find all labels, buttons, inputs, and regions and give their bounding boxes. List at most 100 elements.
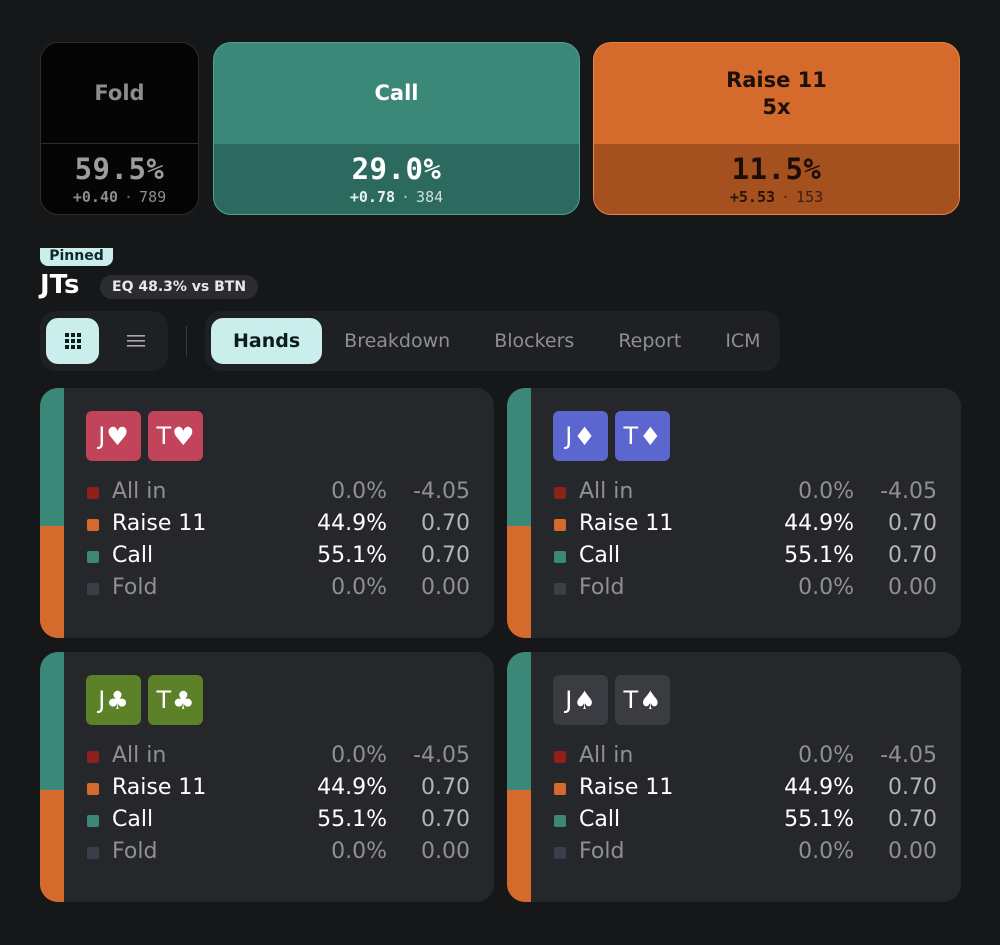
tab-blockers[interactable]: Blockers bbox=[494, 330, 575, 352]
action-row: Fold 0.0% 0.00 bbox=[553, 573, 937, 605]
tab-report[interactable]: Report bbox=[618, 330, 682, 352]
action-row: All in 0.0% -4.05 bbox=[553, 741, 937, 773]
tab-hands[interactable]: Hands bbox=[211, 318, 323, 364]
grid-view-button[interactable] bbox=[46, 318, 99, 364]
spades-suit-icon: ♠ bbox=[573, 685, 596, 715]
action-label: All in bbox=[112, 479, 167, 504]
action-label: Raise 11 bbox=[579, 511, 674, 536]
strip-raise-segment bbox=[507, 526, 531, 638]
action-label: Fold bbox=[579, 839, 625, 864]
action-call-box[interactable]: Call 29.0% +0.78 · 384 bbox=[213, 42, 580, 215]
grid-icon bbox=[64, 333, 81, 349]
action-call-frequency: 29.0% bbox=[351, 152, 442, 186]
action-color-swatch bbox=[87, 487, 99, 499]
playing-card: J ♥ bbox=[86, 411, 141, 461]
strip-call-segment bbox=[40, 388, 64, 526]
action-fold-box[interactable]: Fold 59.5% +0.40 · 789 bbox=[40, 42, 199, 215]
action-rows: All in 0.0% -4.05 Raise 11 44.9% 0.70 Call 55.1… bbox=[553, 741, 937, 869]
action-ev: 0.70 bbox=[421, 543, 470, 568]
action-label: Fold bbox=[112, 575, 158, 600]
card-rank: J bbox=[565, 422, 573, 450]
action-raise-meta: +5.53 · 153 bbox=[729, 188, 824, 206]
playing-card: J ♣ bbox=[86, 675, 141, 725]
action-call-header: Call bbox=[214, 43, 579, 144]
action-color-swatch bbox=[554, 847, 566, 859]
action-ev: -4.05 bbox=[880, 479, 937, 504]
action-raise-ev: +5.53 bbox=[729, 188, 776, 206]
combo-card-spades[interactable]: J ♠ T ♠ All in 0.0% -4.05 Raise 11 44.9% 0.70 Call… bbox=[507, 652, 961, 902]
action-fold-header: Fold bbox=[41, 43, 198, 144]
action-color-swatch bbox=[554, 487, 566, 499]
clubs-suit-icon: ♣ bbox=[106, 685, 129, 715]
action-raise-frequency: 11.5% bbox=[731, 152, 822, 186]
action-row: All in 0.0% -4.05 bbox=[86, 741, 470, 773]
action-row: Raise 11 44.9% 0.70 bbox=[553, 509, 937, 541]
card-rank: T bbox=[623, 422, 639, 450]
diamonds-suit-icon: ♦ bbox=[573, 421, 596, 451]
strategy-strip bbox=[507, 652, 531, 902]
action-raise-label: Raise 11 bbox=[726, 67, 827, 92]
action-frequency: 0.0% bbox=[331, 839, 387, 864]
action-call-ev: +0.78 bbox=[349, 188, 396, 206]
action-ev: 0.70 bbox=[421, 775, 470, 800]
action-rows: All in 0.0% -4.05 Raise 11 44.9% 0.70 Call 55.1… bbox=[553, 477, 937, 605]
action-label: Fold bbox=[112, 839, 158, 864]
action-fold-meta: +0.40 · 789 bbox=[72, 188, 167, 206]
action-frequency: 0.0% bbox=[798, 575, 854, 600]
action-frequency: 55.1% bbox=[317, 807, 387, 832]
hand-title: JTs bbox=[40, 270, 80, 300]
combo-card-clubs[interactable]: J ♣ T ♣ All in 0.0% -4.05 Raise 11 44.9% 0.70 Call… bbox=[40, 652, 494, 902]
action-row: Call 55.1% 0.70 bbox=[86, 541, 470, 573]
action-label: Fold bbox=[579, 575, 625, 600]
action-label: Call bbox=[579, 807, 621, 832]
action-label: Raise 11 bbox=[112, 511, 207, 536]
action-label: Raise 11 bbox=[579, 775, 674, 800]
action-frequency: 0.0% bbox=[798, 743, 854, 768]
playing-card: J ♦ bbox=[553, 411, 608, 461]
playing-card: T ♦ bbox=[615, 411, 670, 461]
action-row: Raise 11 44.9% 0.70 bbox=[553, 773, 937, 805]
action-ev: 0.70 bbox=[421, 807, 470, 832]
action-fold-label: Fold bbox=[94, 80, 145, 105]
playing-card: T ♣ bbox=[148, 675, 203, 725]
action-row: Raise 11 44.9% 0.70 bbox=[86, 773, 470, 805]
strip-raise-segment bbox=[40, 526, 64, 638]
list-view-button[interactable] bbox=[109, 318, 162, 364]
action-frequency: 0.0% bbox=[331, 479, 387, 504]
action-label: Call bbox=[579, 543, 621, 568]
action-color-swatch bbox=[87, 815, 99, 827]
diamonds-suit-icon: ♦ bbox=[639, 421, 662, 451]
action-frequency: 44.9% bbox=[784, 775, 854, 800]
action-label: Call bbox=[112, 807, 154, 832]
action-color-swatch bbox=[554, 551, 566, 563]
action-fold-stats: 59.5% +0.40 · 789 bbox=[41, 144, 198, 214]
action-raise-count: 153 bbox=[796, 188, 824, 206]
action-ev: 0.00 bbox=[421, 839, 470, 864]
strip-call-segment bbox=[40, 652, 64, 790]
combo-card-hearts[interactable]: J ♥ T ♥ All in 0.0% -4.05 Raise 11 44.9% 0.70 Call… bbox=[40, 388, 494, 638]
strip-call-segment bbox=[507, 388, 531, 526]
action-call-meta: +0.78 · 384 bbox=[349, 188, 444, 206]
strip-raise-segment bbox=[40, 790, 64, 902]
action-rows: All in 0.0% -4.05 Raise 11 44.9% 0.70 Call 55.1… bbox=[86, 477, 470, 605]
hearts-suit-icon: ♥ bbox=[172, 421, 195, 451]
card-rank: T bbox=[156, 686, 172, 714]
action-color-swatch bbox=[87, 551, 99, 563]
strip-call-segment bbox=[507, 652, 531, 790]
action-fold-count: 789 bbox=[139, 188, 167, 206]
combo-card-diamonds[interactable]: J ♦ T ♦ All in 0.0% -4.05 Raise 11 44.9% 0.70 Call… bbox=[507, 388, 961, 638]
action-frequency: 55.1% bbox=[784, 543, 854, 568]
action-fold-ev: +0.40 bbox=[72, 188, 119, 206]
action-raise-box[interactable]: Raise 11 5x 11.5% +5.53 · 153 bbox=[593, 42, 960, 215]
tab-breakdown[interactable]: Breakdown bbox=[344, 330, 451, 352]
hole-cards: J ♠ T ♠ bbox=[553, 675, 670, 725]
action-color-swatch bbox=[87, 847, 99, 859]
equity-badge: EQ 48.3% vs BTN bbox=[100, 275, 259, 299]
tab-icm[interactable]: ICM bbox=[725, 330, 761, 352]
action-label: All in bbox=[579, 479, 634, 504]
action-ev: -4.05 bbox=[880, 743, 937, 768]
action-ev: 0.70 bbox=[888, 511, 937, 536]
action-color-swatch bbox=[87, 583, 99, 595]
action-call-count: 384 bbox=[416, 188, 444, 206]
hole-cards: J ♣ T ♣ bbox=[86, 675, 203, 725]
